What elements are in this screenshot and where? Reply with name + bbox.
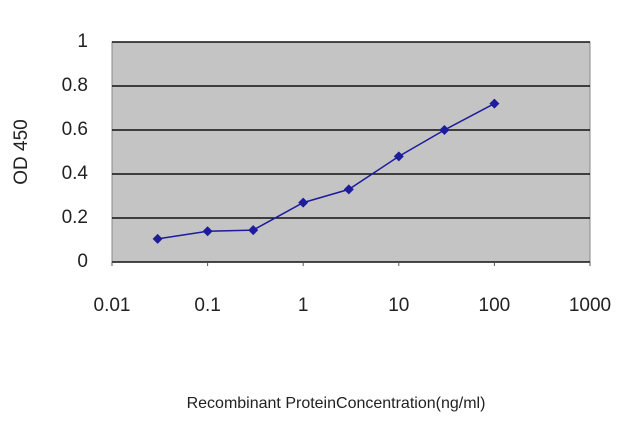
- data-point: [248, 225, 259, 236]
- y-tick-label: 0.8: [62, 75, 88, 96]
- y-tick-label: 0.4: [62, 163, 89, 184]
- data-point: [393, 151, 404, 162]
- x-tick-label: 1000: [569, 295, 611, 316]
- data-point: [439, 125, 450, 135]
- y-tick-label: 0: [77, 251, 88, 272]
- y-tick-label: 0.2: [62, 207, 88, 228]
- data-point: [202, 226, 213, 237]
- y-tick-label: 1: [77, 31, 88, 52]
- x-axis-label: Recombinant ProteinConcentration(ng/ml): [187, 395, 486, 412]
- data-point: [489, 98, 500, 109]
- x-tick-label: 100: [479, 295, 511, 316]
- data-point: [343, 184, 354, 195]
- x-tick-label: 10: [388, 295, 409, 316]
- x-tick-label: 0.1: [194, 295, 220, 316]
- data-line: [157, 102, 495, 240]
- y-tick-label: 0.6: [62, 119, 88, 140]
- x-tick-label: 1: [298, 295, 309, 316]
- data-point: [298, 197, 309, 208]
- data-point: [152, 233, 163, 244]
- y-axis-label: OD 450: [11, 119, 32, 184]
- x-tick-label: 0.01: [94, 295, 131, 316]
- plot-area: [111, 41, 591, 263]
